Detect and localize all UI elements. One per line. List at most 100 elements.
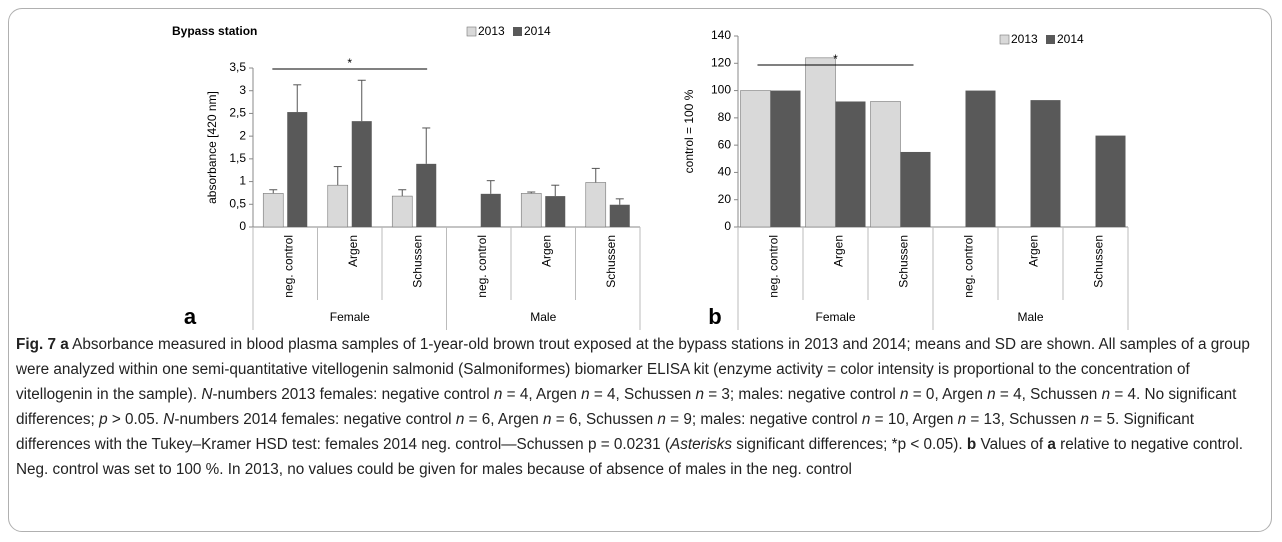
panel-label: a <box>184 304 197 329</box>
legend-label: 2013 <box>1011 32 1038 46</box>
caption-run: n <box>657 411 666 428</box>
figure: Bypass station absorbance [420 nm] a 0 0,5 1 1… <box>172 24 1129 330</box>
group-label: Male <box>530 310 556 324</box>
caption-run: = 9; males: negative control <box>665 411 862 428</box>
y-tick-label: 2 <box>239 128 246 142</box>
y-tick-label: 60 <box>718 137 732 151</box>
y-axis-label: absorbance [420 nm] <box>205 91 219 204</box>
significance-label: * <box>833 52 838 66</box>
caption: Fig. 7 a Absorbance measured in blood pl… <box>16 332 1270 482</box>
group-label: Female <box>330 310 370 324</box>
caption-run: = 5. Significant differences with the Tu… <box>16 411 1195 453</box>
caption-run: = 6, Schussen <box>551 411 658 428</box>
caption-run: n <box>455 411 465 428</box>
bar <box>770 90 801 227</box>
x-tick-label: neg. control <box>475 235 489 298</box>
caption-run: N <box>163 411 175 428</box>
caption-run: = 0, Argen <box>908 386 988 403</box>
y-tick-label: 0 <box>239 219 246 233</box>
caption-run: b <box>966 436 977 453</box>
caption-run: Fig. 7 <box>16 336 56 353</box>
x-tick-label: neg. control <box>962 235 976 298</box>
group-label: Female <box>815 310 855 324</box>
caption-run: a <box>60 336 69 353</box>
caption-run: N <box>201 386 213 403</box>
caption-run: p <box>99 411 108 428</box>
y-tick-label: 140 <box>711 28 731 42</box>
bar <box>805 57 836 228</box>
caption-run: n <box>581 386 590 403</box>
caption-run: > 0.05. <box>107 411 164 428</box>
caption-run: n <box>899 386 909 403</box>
legend-label: 2014 <box>524 24 551 38</box>
bar <box>327 184 349 228</box>
bar <box>835 101 866 227</box>
significance-label: * <box>347 56 352 70</box>
caption-run: = 10, Argen <box>870 411 958 428</box>
group-label: Male <box>1017 310 1043 324</box>
chart-title: Bypass station <box>172 24 257 38</box>
bar <box>1095 135 1126 227</box>
caption-run: n <box>957 411 967 428</box>
y-tick-label: 80 <box>718 110 732 124</box>
caption-run: n <box>1101 386 1111 403</box>
caption-run: = 3; males: negative control <box>703 386 900 403</box>
caption-run: = 6, Argen <box>464 411 543 428</box>
caption-run: -numbers 2013 females: negative control <box>212 386 494 403</box>
caption-run: n <box>1080 411 1090 428</box>
caption-run: Asterisks <box>670 436 733 453</box>
legend-swatch <box>466 26 477 37</box>
bar <box>1030 100 1061 227</box>
x-tick-label: Schussen <box>604 235 618 288</box>
caption-run: n <box>987 386 996 403</box>
y-tick-label: 1,5 <box>229 151 246 165</box>
caption-run: significant differences; *p < 0.05). <box>732 436 967 453</box>
caption-run: Absorbance measured in blood plasma samp… <box>16 336 1250 403</box>
bar <box>585 182 607 228</box>
legend-swatch <box>1046 35 1055 44</box>
x-tick-label: Argen <box>1027 235 1041 267</box>
bar <box>351 121 372 227</box>
caption-run: = 4, Schussen <box>995 386 1102 403</box>
legend-label: 2013 <box>478 24 505 38</box>
x-tick-label: Argen <box>346 235 360 267</box>
y-tick-label: 2,5 <box>229 106 246 120</box>
y-tick-label: 40 <box>718 165 732 179</box>
x-tick-label: neg. control <box>767 235 781 298</box>
caption-run: = 4, Argen <box>502 386 582 403</box>
y-tick-label: 3,5 <box>229 60 246 74</box>
caption-run: relative to negative control. Neg. contr… <box>16 436 1244 478</box>
caption-run: n <box>695 386 704 403</box>
y-tick-label: 100 <box>711 83 731 97</box>
figure-frame <box>8 8 1272 532</box>
y-tick-label: 0,5 <box>229 196 246 210</box>
x-tick-label: Argen <box>539 235 553 267</box>
y-axis-label: control = 100 % <box>682 89 696 173</box>
panel-label: b <box>708 304 721 329</box>
y-tick-label: 3 <box>239 83 246 97</box>
x-tick-label: Schussen <box>1092 235 1106 288</box>
bar <box>870 101 901 228</box>
caption-run: = 4. No significant differences; <box>16 386 1237 428</box>
caption-run: Values of <box>976 436 1048 453</box>
bar <box>480 193 501 227</box>
y-tick-label: 0 <box>724 219 731 233</box>
y-tick-label: 1 <box>239 174 246 188</box>
legend-swatch <box>999 34 1010 45</box>
y-tick-label: 20 <box>718 192 732 206</box>
bar <box>740 90 771 228</box>
x-tick-label: neg. control <box>281 235 295 298</box>
bar <box>900 151 931 227</box>
caption-run: n <box>493 386 503 403</box>
bar <box>391 195 413 228</box>
x-tick-label: Schussen <box>897 235 911 288</box>
caption-run: n <box>861 411 871 428</box>
x-tick-label: Schussen <box>410 235 424 288</box>
caption-run: n <box>543 411 552 428</box>
legend-label: 2014 <box>1057 32 1084 46</box>
caption-run: = 4, Schussen <box>589 386 696 403</box>
legend-swatch <box>513 27 522 36</box>
caption-run: -numbers 2014 females: negative control <box>174 411 456 428</box>
caption-run: = 13, Schussen <box>966 411 1081 428</box>
